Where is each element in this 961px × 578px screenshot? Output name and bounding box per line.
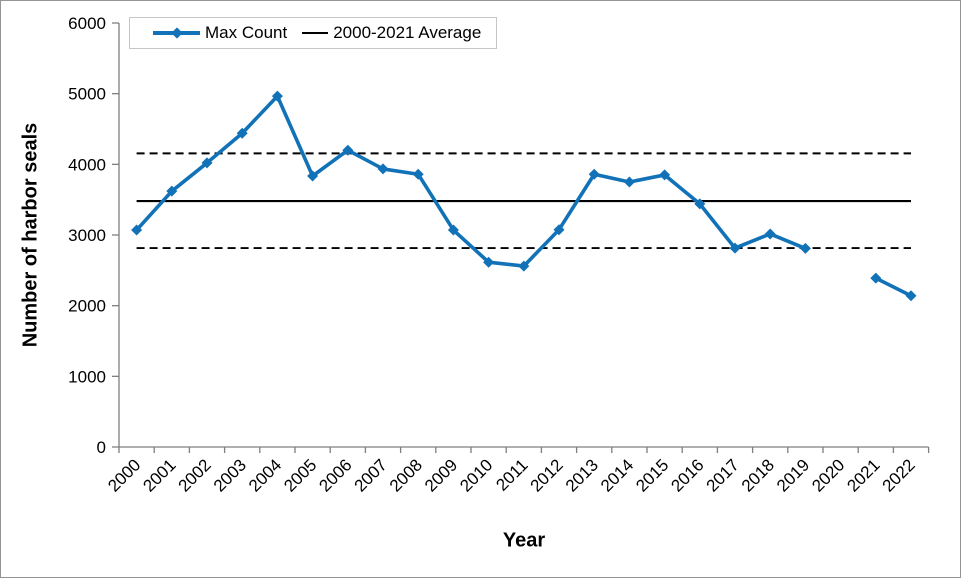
- x-axis-title: Year: [502, 529, 546, 552]
- y-axis-title: Number of harbor seals: [19, 122, 42, 348]
- legend-item-average: 2000-2021 Average: [302, 23, 481, 43]
- max-count-line: [873, 276, 913, 298]
- y-tick-label: 0: [97, 438, 106, 457]
- data-point-marker: [518, 260, 530, 272]
- data-point-marker: [271, 90, 283, 102]
- x-tick-label: 2021: [843, 455, 883, 495]
- x-tick-label: 2011: [492, 455, 531, 494]
- data-point-marker: [342, 144, 354, 156]
- legend-item-max-count: Max Count: [153, 23, 287, 43]
- max-count-line-sample-icon: [153, 27, 200, 39]
- data-point-marker: [447, 224, 459, 236]
- data-point-marker: [905, 290, 917, 302]
- x-tick-label: 2016: [667, 455, 707, 495]
- data-point-marker: [553, 224, 565, 236]
- x-tick-label: 2008: [386, 455, 426, 495]
- data-point-marker: [694, 198, 706, 210]
- x-tick-label: 2000: [104, 455, 144, 495]
- x-tick-label: 2017: [703, 455, 743, 495]
- data-point-marker: [377, 163, 389, 175]
- x-tick-label: 2009: [421, 455, 461, 495]
- legend: Max Count 2000-2021 Average: [129, 17, 497, 49]
- x-tick-label: 2022: [879, 455, 919, 495]
- x-tick-label: 2007: [351, 455, 391, 495]
- x-tick-label: 2013: [562, 455, 602, 495]
- x-tick-label: 2001: [139, 455, 179, 495]
- x-tick-label: 2003: [210, 455, 250, 495]
- data-point-marker: [588, 168, 600, 180]
- y-tick-label: 5000: [68, 85, 106, 104]
- data-point-marker: [483, 256, 495, 268]
- x-tick-label: 2010: [456, 455, 496, 495]
- x-tick-label: 2018: [738, 455, 778, 495]
- data-point-marker: [764, 228, 776, 240]
- x-tick-label: 2006: [315, 455, 355, 495]
- data-point-marker: [623, 176, 635, 188]
- y-tick-label: 4000: [68, 155, 106, 174]
- y-tick-label: 3000: [68, 226, 106, 245]
- data-point-marker: [729, 242, 741, 254]
- x-tick-label: 2020: [808, 455, 848, 495]
- data-point-marker: [201, 157, 213, 169]
- data-point-marker: [799, 242, 811, 254]
- data-point-marker: [307, 170, 319, 182]
- y-tick-label: 2000: [68, 297, 106, 316]
- x-tick-label: 2019: [773, 455, 813, 495]
- legend-label-average: 2000-2021 Average: [333, 23, 482, 42]
- x-tick-label: 2015: [632, 455, 672, 495]
- x-tick-label: 2012: [527, 455, 567, 495]
- data-point-marker: [236, 127, 248, 139]
- x-tick-label: 2004: [245, 455, 285, 495]
- average-line-sample-icon: [302, 32, 329, 34]
- data-point-marker: [659, 169, 671, 181]
- y-tick-label: 6000: [68, 14, 106, 33]
- data-point-marker: [166, 185, 178, 197]
- x-tick-label: 2005: [280, 455, 320, 495]
- x-tick-label: 2002: [175, 455, 215, 495]
- max-count-line: [134, 94, 808, 268]
- x-tick-label: 2014: [597, 455, 637, 495]
- diamond-marker-icon: [170, 27, 183, 39]
- y-tick-label: 1000: [68, 367, 106, 386]
- data-point-marker: [870, 272, 882, 284]
- legend-label-max-count: Max Count: [205, 23, 288, 42]
- data-point-marker: [131, 224, 143, 236]
- data-point-marker: [412, 168, 424, 180]
